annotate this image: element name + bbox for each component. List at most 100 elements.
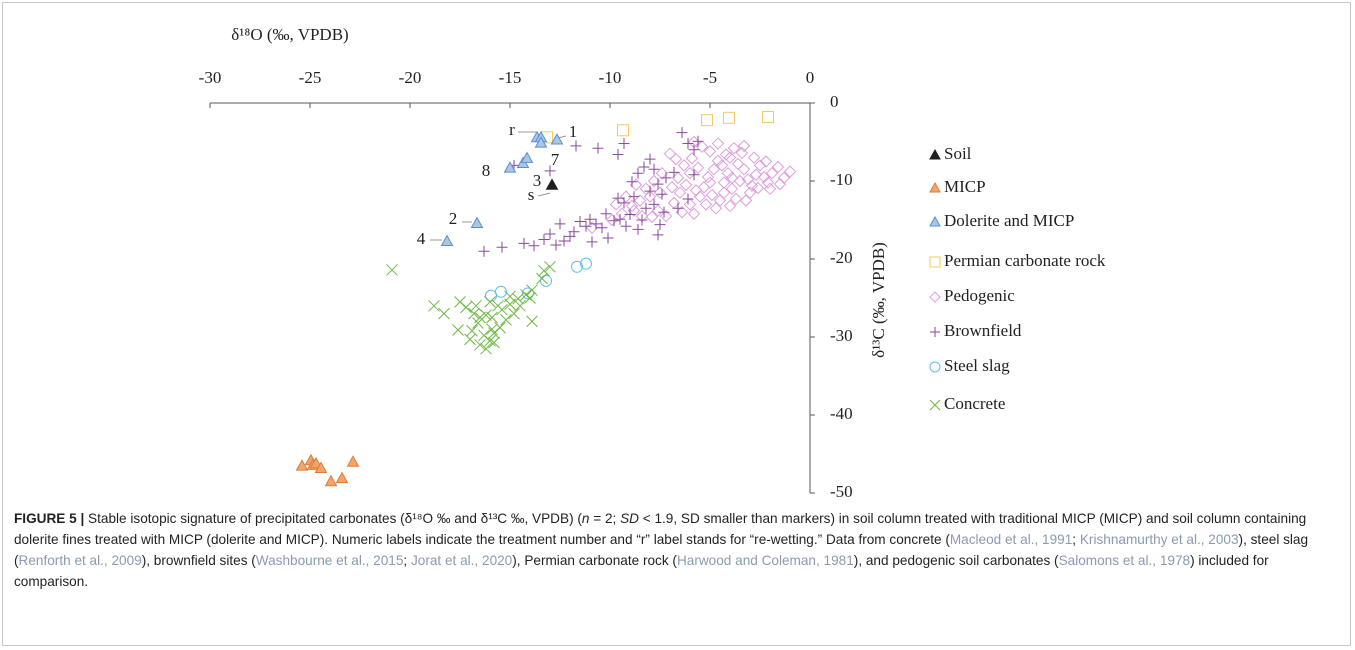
marker (699, 198, 713, 211)
x-tick-label: -10 (599, 68, 622, 87)
marker (468, 307, 480, 320)
marker (574, 216, 586, 228)
marker (596, 222, 608, 234)
marker (571, 260, 583, 273)
legend-marker (929, 399, 941, 411)
marker (727, 142, 741, 155)
marker (723, 111, 735, 124)
marker (723, 151, 737, 164)
marker (777, 171, 791, 185)
marker (741, 173, 755, 186)
caption-cite[interactable]: Salomons et al., 1978 (1058, 553, 1191, 568)
marker (624, 209, 636, 221)
marker (295, 459, 309, 471)
marker (488, 336, 500, 349)
caption-italic: SD (620, 511, 639, 526)
marker (609, 198, 623, 211)
marker (682, 138, 694, 150)
marker (739, 194, 753, 207)
marker (526, 284, 538, 297)
caption-plain: ), steel slag ( (14, 532, 1309, 568)
marker (514, 299, 526, 312)
x-tick-label: -30 (199, 68, 222, 87)
marker (743, 186, 757, 199)
caption-cite[interactable]: Renforth et al., 2009 (18, 553, 142, 568)
marker (590, 218, 602, 230)
x-tick-label: -5 (703, 68, 717, 87)
legend-marker (929, 181, 941, 193)
y-tick-label: -30 (830, 326, 853, 345)
marker (346, 455, 360, 467)
marker (762, 111, 774, 124)
legend-marker (929, 361, 941, 373)
marker (683, 198, 697, 211)
y-tick-label: -10 (830, 170, 853, 189)
y-tick-label: 0 (830, 92, 839, 111)
caption-cite[interactable]: Harwood and Coleman, 1981 (676, 553, 854, 568)
marker (619, 190, 633, 203)
marker (570, 140, 582, 152)
marker (428, 299, 440, 312)
marker (492, 299, 504, 312)
marker (602, 232, 614, 244)
marker (719, 148, 733, 161)
x-tick-label: -15 (499, 68, 522, 87)
marker (584, 213, 596, 225)
marker (654, 219, 666, 231)
marker (545, 178, 559, 190)
marker (550, 133, 564, 145)
marker (763, 182, 777, 196)
caption-cite[interactable]: Jorat et al., 2020 (410, 553, 513, 568)
marker (620, 220, 632, 232)
point-annotation: s (528, 185, 535, 204)
caption-cite[interactable]: Krishnamurthy et al., 2003 (1079, 532, 1239, 547)
point-annotation: 8 (482, 161, 491, 180)
x-tick-label: -20 (399, 68, 422, 87)
marker (715, 159, 729, 172)
legend-label: Pedogenic (944, 286, 1015, 305)
marker (652, 229, 664, 241)
marker (538, 264, 550, 277)
marker (528, 240, 540, 252)
marker (452, 324, 464, 336)
marker (658, 206, 670, 218)
legend-label: Concrete (944, 394, 1005, 413)
marker (765, 166, 779, 180)
marker (540, 274, 552, 287)
caption-cite[interactable]: Washbourne et al., 2015 (255, 553, 404, 568)
marker (707, 163, 721, 176)
marker (689, 184, 703, 197)
marker (725, 171, 739, 185)
marker (660, 172, 672, 184)
marker (713, 194, 727, 207)
marker (608, 215, 620, 227)
marker (618, 197, 630, 209)
marker (550, 239, 562, 251)
marker (470, 216, 484, 229)
marker (626, 176, 638, 188)
caption-plain: Stable isotopic signature of precipitate… (84, 511, 582, 526)
legend-label: Soil (944, 144, 972, 163)
y-tick-label: -20 (830, 248, 853, 267)
marker (685, 152, 699, 165)
y-axis-label: δ¹³C (‰, VPDB) (869, 242, 888, 358)
point-annotation: 2 (449, 209, 458, 228)
marker (655, 166, 669, 180)
marker (636, 214, 648, 226)
marker (470, 299, 482, 312)
marker (656, 188, 668, 200)
marker (632, 223, 644, 235)
marker (484, 296, 496, 308)
marker (771, 160, 785, 174)
marker (580, 220, 592, 232)
caption-cite[interactable]: Macleod et al., 1991 (949, 532, 1073, 547)
marker (495, 285, 507, 298)
marker (648, 198, 660, 210)
point-annotation: 1 (569, 122, 578, 141)
marker (773, 177, 787, 191)
marker (688, 144, 700, 156)
marker (645, 210, 659, 224)
caption-plain: ; (1072, 532, 1080, 547)
